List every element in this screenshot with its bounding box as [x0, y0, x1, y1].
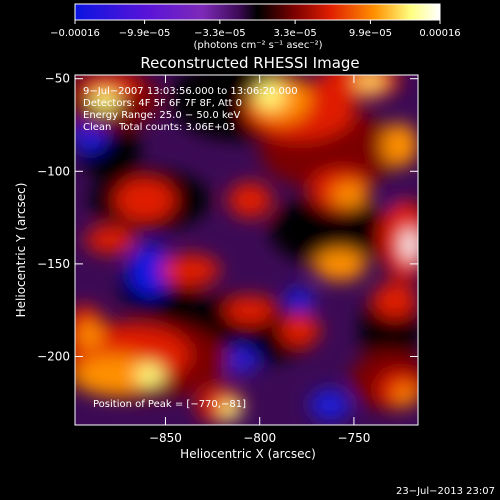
heatmap-image [75, 75, 418, 423]
heatmap-blob [382, 123, 418, 167]
colorbar-tick-label: −9.9e−05 [119, 28, 171, 39]
y-tick-label: −200 [37, 349, 70, 363]
heatmap-blob [402, 229, 418, 261]
annotation-clean: Clean [83, 122, 111, 133]
heatmap-blob [270, 195, 390, 265]
colorbar: −0.00016 −9.9e−05 −3.3e−05 3.3e−05 9.9e−05 0.… [50, 3, 461, 51]
heatmap-blob [91, 90, 119, 110]
y-tick-label: −50 [45, 72, 70, 86]
colorbar-tick-label: −0.00016 [50, 28, 100, 39]
heatmap-blob [373, 282, 417, 318]
annotation-peak-position: Position of Peak = [−770,−81] [93, 399, 246, 410]
heatmap-blob [225, 296, 275, 324]
heatmap-blob [228, 182, 272, 218]
heatmap-blob [220, 400, 240, 420]
colorbar-tick-label: 9.9e−05 [349, 28, 392, 39]
heatmap-blob [85, 226, 135, 254]
heatmap-blob [286, 288, 314, 312]
heatmap-blob [78, 321, 102, 349]
plot-area [75, 75, 418, 425]
heatmap-blob [280, 314, 320, 346]
heatmap-blob [80, 75, 140, 97]
colorbar-tick-label: −3.3e−05 [194, 28, 246, 39]
heatmap-blob [75, 355, 155, 395]
plot-frame [74, 74, 419, 426]
chart-title: Reconstructed RHESSI Image [140, 54, 359, 72]
y-axis-label: Heliocentric Y (arcsec) [14, 183, 28, 318]
x-axis-label: Heliocentric X (arcsec) [180, 447, 316, 461]
heatmap-blob [310, 389, 350, 421]
annotation-detectors: Detectors: 4F 5F 6F 7F 8F, Att 0 [83, 98, 242, 109]
heatmap-blob [128, 244, 172, 296]
colorbar-gradient [75, 4, 440, 20]
heatmap-blob [354, 75, 386, 92]
x-tick-label: −750 [337, 431, 370, 445]
heatmap-blob [314, 249, 366, 281]
heatmap-blob [136, 363, 164, 387]
heatmap-blob [160, 254, 220, 286]
annotation-energy-range: Energy Range: 25.0 − 50.0 keV [83, 110, 240, 121]
axis-ticks: −850 −800 −750 −200 −150 −100 −50 [37, 72, 418, 445]
x-tick-label: −800 [243, 431, 276, 445]
heatmap-blob [222, 346, 258, 374]
colorbar-frame [74, 3, 441, 21]
colorbar-unit-label: (photons cm⁻² s⁻¹ asec⁻²) [193, 40, 322, 51]
y-tick-label: −100 [37, 164, 70, 178]
colorbar-tick-label: 0.00016 [419, 28, 460, 39]
heatmap-blob [256, 81, 284, 109]
heatmap-blob [115, 178, 175, 222]
annotation-time-range: 9−Jul−2007 13:03:56.000 to 13:06:20.000 [83, 86, 298, 97]
heatmap-blob [332, 183, 368, 207]
heatmap-blob [395, 385, 415, 405]
x-tick-label: −850 [149, 431, 182, 445]
annotation-block: 9−Jul−2007 13:03:56.000 to 13:06:20.000 … [83, 86, 298, 410]
footer-timestamp: 23−Jul−2013 23:07 [396, 486, 495, 497]
colorbar-tick-label: 3.3e−05 [274, 28, 317, 39]
y-tick-label: −150 [37, 257, 70, 271]
colorbar-ticks: −0.00016 −9.9e−05 −3.3e−05 3.3e−05 9.9e−05 0.… [50, 20, 461, 39]
annotation-total-counts: Total counts: 3.06E+03 [118, 122, 235, 133]
